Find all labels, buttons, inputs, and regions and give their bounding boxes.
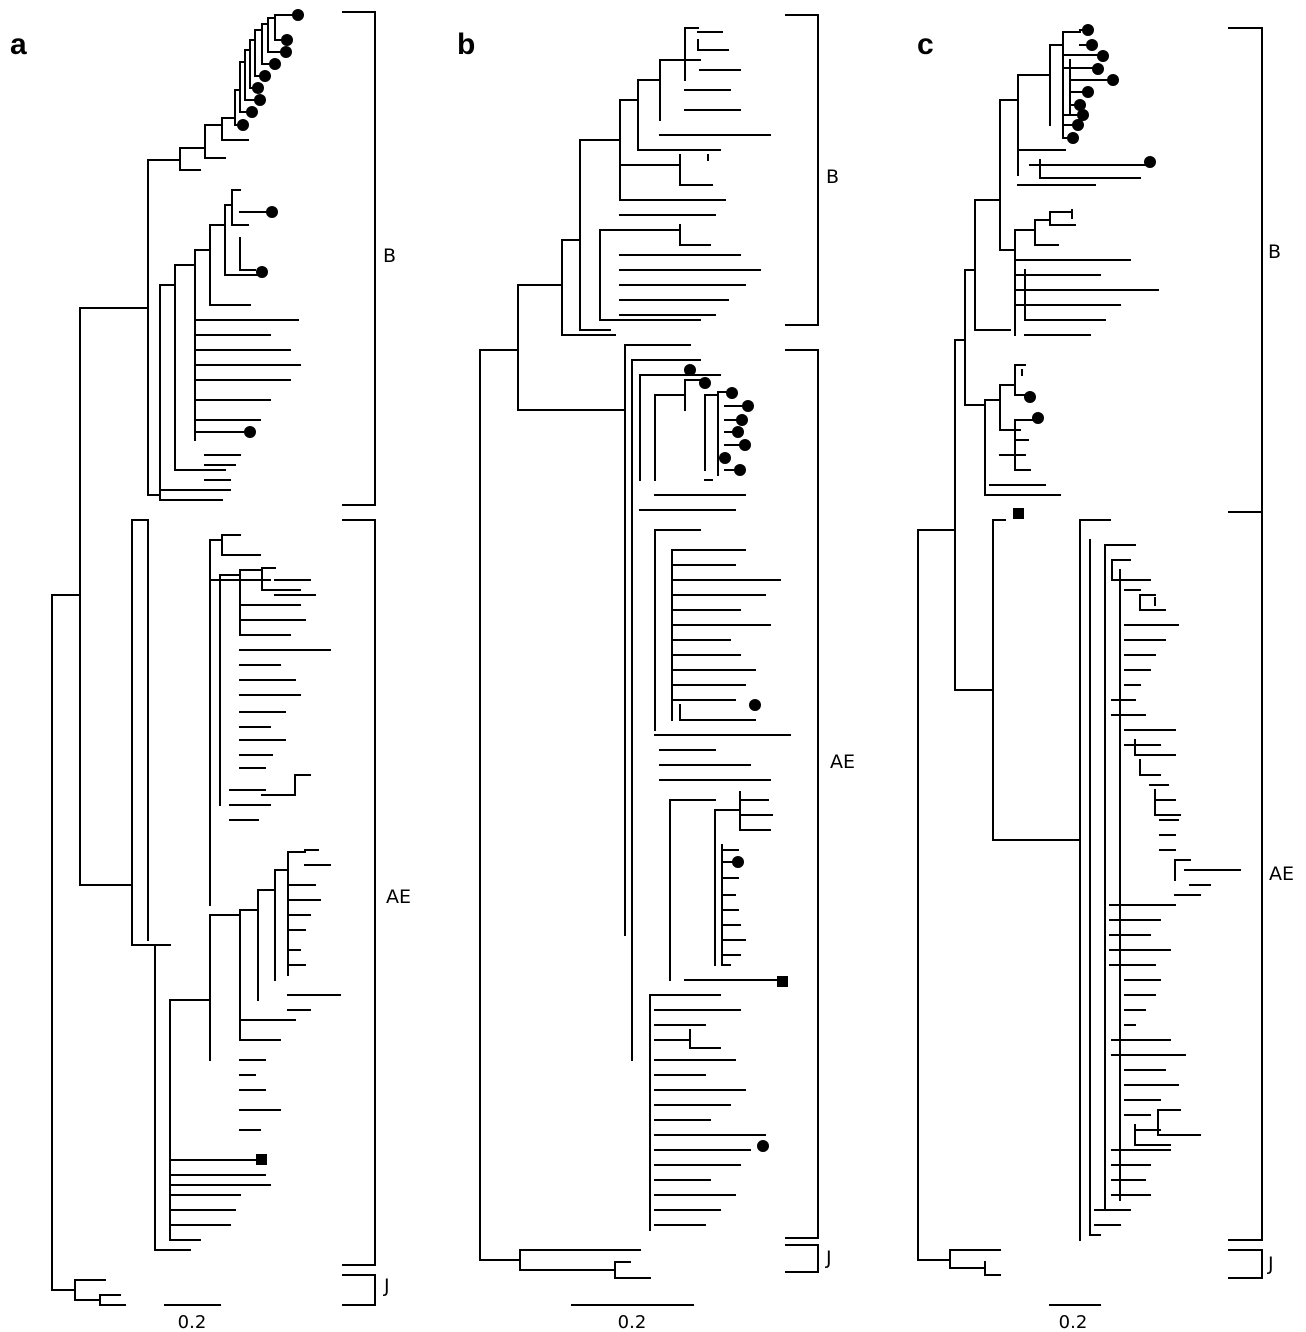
panel-a-bracket-j <box>342 1274 376 1306</box>
square-marker <box>256 1154 267 1165</box>
panel-c-clade-b: B <box>1268 241 1281 263</box>
panel-a-letter: a <box>10 28 27 61</box>
circle-marker <box>719 452 731 464</box>
panel-b-clade-j: J <box>825 1247 832 1269</box>
circle-marker <box>292 9 304 21</box>
panel-c-clade-ae: AE <box>1269 863 1294 885</box>
panel-a-markers <box>237 9 304 1165</box>
circle-marker <box>266 206 278 218</box>
panel-a-clade-j: J <box>383 1275 390 1297</box>
circle-marker <box>237 119 249 131</box>
square-marker <box>777 976 788 987</box>
circle-marker <box>732 856 744 868</box>
circle-marker <box>1097 50 1109 62</box>
panel-b-markers <box>684 364 788 1152</box>
panel-a-clade-b: B <box>383 245 396 267</box>
circle-marker <box>246 106 258 118</box>
panel-b-bracket-ae <box>785 349 819 1239</box>
circle-marker <box>1086 39 1098 51</box>
circle-marker <box>1024 391 1036 403</box>
panel-a: a <box>10 9 411 1332</box>
circle-marker <box>259 70 271 82</box>
circle-marker <box>281 34 293 46</box>
circle-marker <box>734 464 746 476</box>
circle-marker <box>1092 63 1104 75</box>
circle-marker <box>252 82 264 94</box>
circle-marker <box>280 46 292 58</box>
panel-a-tree <box>51 14 341 1306</box>
panel-b-tree <box>479 27 791 1279</box>
panel-c-scale-label: 0.2 <box>1059 1312 1088 1332</box>
circle-marker <box>256 266 268 278</box>
circle-marker <box>739 439 751 451</box>
circle-marker <box>1082 24 1094 36</box>
circle-marker <box>732 426 744 438</box>
panel-b-letter: b <box>457 28 475 61</box>
panel-b-scale-label: 0.2 <box>618 1312 647 1332</box>
circle-marker <box>699 377 711 389</box>
circle-marker <box>1144 156 1156 168</box>
circle-marker <box>757 1140 769 1152</box>
panel-a-scale-label: 0.2 <box>178 1312 207 1332</box>
panel-c-clade-j: J <box>1267 1253 1274 1275</box>
panel-a-clade-ae: AE <box>386 886 411 908</box>
panel-b-clade-b: B <box>826 166 839 188</box>
circle-marker <box>1082 86 1094 98</box>
panel-c-bracket-j <box>1228 1249 1263 1279</box>
circle-marker <box>1032 412 1044 424</box>
panel-b-clade-ae: AE <box>830 751 855 773</box>
panel-b: b <box>457 14 855 1332</box>
circle-marker <box>726 387 738 399</box>
panel-c-tree <box>917 29 1241 1276</box>
panel-c: c <box>917 24 1294 1332</box>
circle-marker <box>736 414 748 426</box>
panel-c-bracket-ae <box>1228 511 1263 1241</box>
circle-marker <box>254 94 266 106</box>
circle-marker <box>244 426 256 438</box>
circle-marker <box>684 364 696 376</box>
circle-marker <box>1107 74 1119 86</box>
panel-c-bracket-b <box>1228 27 1263 513</box>
circle-marker <box>749 699 761 711</box>
circle-marker <box>1072 119 1084 131</box>
square-marker <box>1013 508 1024 519</box>
panel-c-markers <box>1013 24 1156 519</box>
panel-b-bracket-j <box>785 1244 819 1273</box>
panel-c-letter: c <box>917 28 934 61</box>
circle-marker <box>269 58 281 70</box>
panel-b-bracket-b <box>785 14 819 326</box>
panel-a-bracket-b <box>342 11 376 506</box>
circle-marker <box>742 400 754 412</box>
circle-marker <box>1074 99 1086 111</box>
circle-marker <box>1067 132 1079 144</box>
panel-a-bracket-ae <box>342 519 376 1266</box>
circle-marker <box>1077 109 1089 121</box>
